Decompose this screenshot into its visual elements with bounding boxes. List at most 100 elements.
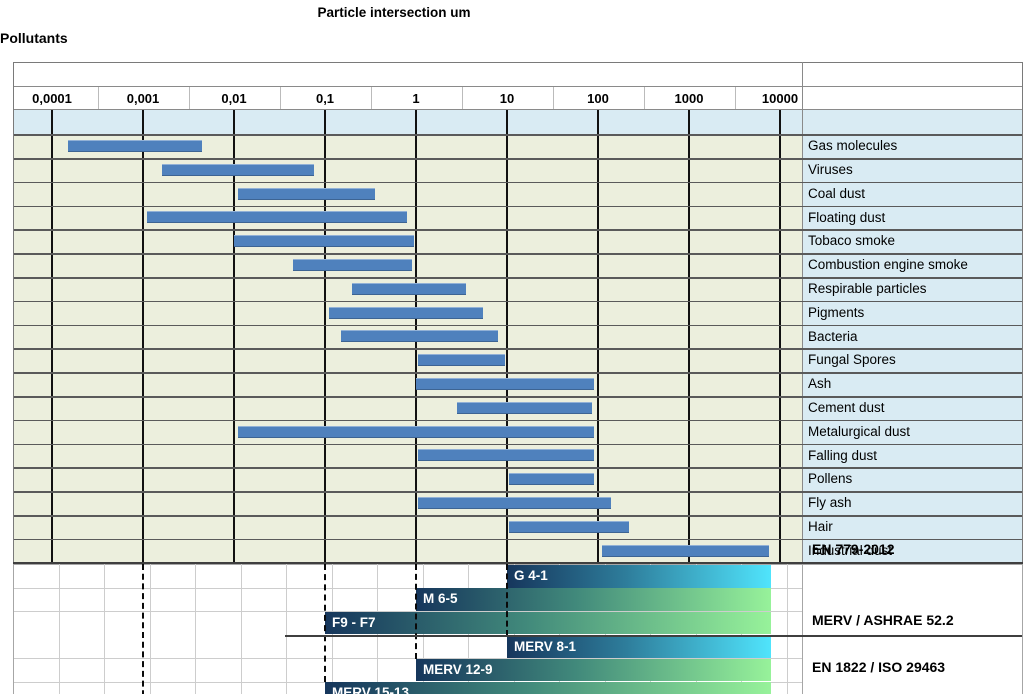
guide-dashed-line	[142, 564, 144, 694]
pollutant-label: Fly ash	[808, 495, 852, 511]
axis-tick-label: 0,001	[126, 90, 160, 106]
range-bar-industrial-dust	[601, 544, 769, 557]
axis-cell-separator	[370, 87, 372, 109]
guide-dashed-line	[415, 564, 417, 659]
axis-cell-separator	[279, 87, 281, 109]
pollutants-column-header: Pollutants	[0, 29, 68, 46]
range-bar-coal-dust	[237, 187, 375, 200]
decade-gridline	[778, 109, 782, 563]
axis-tick-label: 100	[587, 90, 609, 106]
filter-band-merv-8-1: MERV 8-1	[507, 635, 772, 658]
range-bar-floating-dust	[146, 211, 408, 224]
bottom-grid-horizontal	[14, 658, 802, 659]
pollutant-label: Industrial dust	[808, 542, 893, 558]
pollutant-label: Viruses	[808, 161, 853, 177]
standard-label-en1822: EN 1822 / ISO 29463	[812, 659, 946, 675]
decade-gridline	[323, 109, 327, 563]
guide-dashed-line	[324, 564, 326, 682]
row-separator	[14, 253, 1022, 255]
pollutants-column-background	[802, 109, 1022, 563]
axis-cell-separator	[734, 87, 736, 109]
pollutant-label: Bacteria	[808, 328, 858, 344]
pollutant-label: Falling dust	[808, 447, 878, 463]
chart-title: Particle intersection um	[317, 5, 471, 20]
pollutant-label: Tobaco smoke	[808, 233, 896, 249]
filter-band-f9-f7: F9 - F7	[325, 611, 772, 634]
row-separator	[14, 324, 1022, 327]
bottom-grid-vertical	[286, 564, 287, 694]
row-separator	[14, 372, 1022, 374]
pollutant-label: Respirable particles	[808, 280, 927, 296]
bottom-section-outline	[13, 564, 1023, 694]
range-bar-pigments	[328, 306, 484, 319]
row-separator	[14, 134, 1022, 136]
pollutant-label: Ash	[808, 376, 832, 392]
guide-dashed-line	[506, 564, 508, 636]
pollutant-label: Gas molecules	[808, 138, 898, 154]
range-bar-fungal-spores	[417, 354, 505, 367]
decade-gridline	[141, 109, 145, 563]
range-bar-cement-dust	[456, 401, 592, 414]
pollutants-column-border	[802, 61, 803, 563]
axis-tick-label: 10	[499, 90, 515, 106]
range-bar-respirable-particles	[352, 282, 466, 295]
pollutant-label: Fungal Spores	[808, 352, 896, 368]
row-separator	[14, 514, 1022, 517]
range-bar-metalurgical-dust	[237, 425, 594, 438]
decade-gridline	[596, 109, 600, 563]
range-bar-combustion-engine-smoke	[293, 259, 412, 271]
range-bar-ash	[416, 378, 594, 390]
axis-tick-label: 0,0001	[32, 90, 72, 106]
axis-tick-label: 1000	[674, 90, 704, 106]
row-separator	[14, 538, 1022, 541]
range-bar-tobaco-smoke	[234, 235, 414, 248]
pollutant-label: Hair	[808, 518, 833, 534]
axis-cell-separator	[643, 87, 645, 109]
row-separator	[14, 443, 1022, 446]
standard-label-en779: EN 779-2012	[812, 541, 895, 557]
bottom-grid-vertical	[104, 564, 105, 694]
row-separator	[14, 491, 1022, 493]
decade-gridline	[687, 109, 691, 563]
filter-band-merv-12-9: MERV 12-9	[416, 658, 772, 681]
range-bar-pollens	[508, 473, 594, 486]
title-row-divider	[14, 86, 1022, 87]
bottom-grid-vertical	[195, 564, 196, 694]
pollutant-label: Pigments	[808, 304, 865, 320]
decade-gridline	[232, 109, 236, 563]
filter-band-g-4-1: G 4-1	[507, 565, 772, 588]
row-separator	[14, 157, 1022, 160]
range-bar-fly-ash	[417, 497, 612, 509]
bottom-grid-horizontal	[14, 587, 802, 589]
axis-cell-separator	[552, 87, 554, 109]
axis-row-divider	[14, 109, 1022, 110]
bottom-grid-vertical	[240, 564, 242, 694]
row-separator	[14, 348, 1022, 351]
range-bar-gas-molecules	[68, 140, 203, 152]
axis-tick-label: 1	[412, 90, 420, 106]
axis-cell-separator	[188, 87, 190, 109]
filter-band-merv-15-13: MERV 15-13	[325, 682, 772, 694]
section-divider-en779-merv	[285, 634, 1022, 637]
row-separator	[14, 467, 1022, 470]
range-bar-bacteria	[341, 330, 499, 343]
filter-band-m-6-5: M 6-5	[416, 588, 772, 611]
pollutant-label: Floating dust	[808, 209, 886, 225]
bottom-grid-vertical	[149, 564, 151, 694]
axis-tick-label: 0,1	[315, 90, 335, 106]
table-bottom-border	[13, 561, 1023, 564]
decade-gridline	[50, 109, 54, 563]
row-separator	[14, 276, 1022, 279]
range-bar-falling-dust	[417, 449, 594, 462]
pollutant-label: Combustion engine smoke	[808, 257, 968, 273]
axis-tick-label: 0,01	[221, 90, 247, 106]
header-strip-background	[14, 109, 802, 135]
pollutant-label: Cement dust	[808, 399, 885, 415]
range-bar-hair	[508, 520, 630, 533]
standard-label-merv: MERV / ASHRAE 52.2	[812, 612, 954, 628]
axis-cell-separator	[461, 87, 463, 109]
pollutant-label: Coal dust	[808, 185, 866, 201]
bottom-grid-vertical	[58, 564, 60, 694]
bottom-grid-vertical	[786, 564, 788, 694]
